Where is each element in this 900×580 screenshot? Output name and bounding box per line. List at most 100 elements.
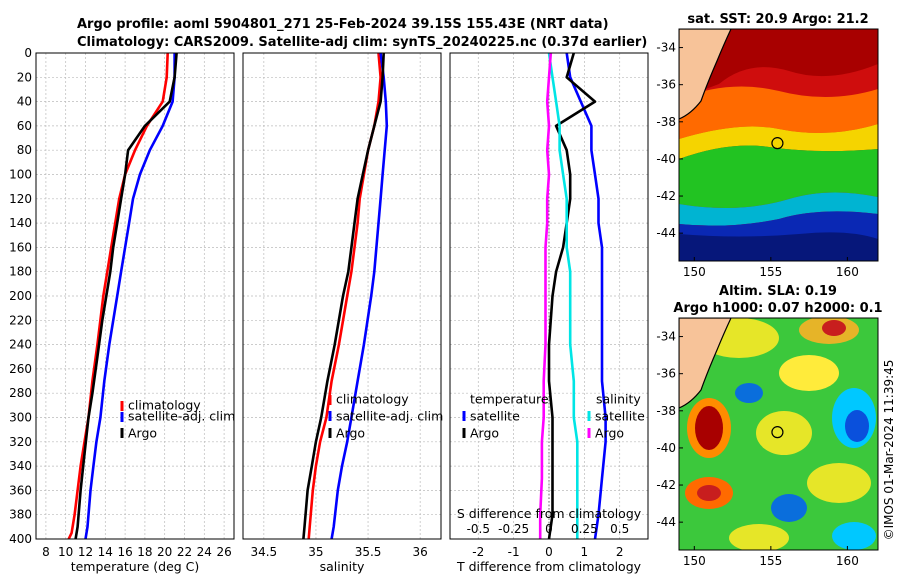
sla-ytick-0: -34	[656, 330, 676, 344]
temp-ytick-11: 220	[9, 313, 32, 327]
sla-ytick-2: -38	[656, 404, 676, 418]
temp-series-satellite-adj-clim	[84, 53, 176, 540]
sal-series-satellite-adj-clim	[330, 52, 389, 540]
diff-xtick-0: -2	[472, 545, 484, 559]
temp-xtick-1: 10	[58, 545, 73, 559]
sla-heatmap	[679, 318, 878, 550]
difference-panel: -2 -1 0 1 2 -0.5 -0.25 0 0.25 0.5 S difference f…	[449, 52, 649, 574]
legend-label-satellite: satellite-adj. clim	[128, 409, 235, 424]
salinity-axes-frame	[242, 52, 442, 540]
footer-timestamp: ©IMOS 01-Mar-2024 11:39:45	[882, 360, 896, 541]
sla-map-frame	[678, 317, 879, 551]
sla-anomaly-4	[779, 355, 839, 391]
sst-ytick-0: -34	[656, 41, 676, 55]
sst-map-title: sat. SST: 20.9 Argo: 21.2	[687, 12, 868, 27]
sst-ytick-3: -40	[656, 152, 676, 166]
temp-xtick-3: 14	[98, 545, 113, 559]
temp-ytick-15: 300	[9, 411, 32, 425]
temp-xtick-4: 16	[117, 545, 132, 559]
temp-ytick-9: 180	[9, 265, 32, 279]
sla-anomaly-11	[807, 463, 871, 503]
temp-ytick-18: 360	[9, 483, 32, 497]
sla-anomaly-13	[697, 485, 721, 501]
diff-top-xtick-2: 0	[545, 522, 553, 536]
sla-xtick-2: 160	[836, 554, 859, 568]
sst-ytick-2: -38	[656, 115, 676, 129]
sst-map-frame	[678, 28, 879, 262]
legend-label-s-satellite: satellite	[595, 409, 645, 424]
legend-header-temperature: temperature	[470, 392, 549, 407]
diff-series-t-satellite	[565, 52, 607, 540]
diff-xtick-2: 0	[545, 545, 553, 559]
temperature-xlabel: temperature (deg C)	[71, 559, 200, 574]
temp-ytick-8: 160	[9, 240, 32, 254]
legend-label-s-argo: Argo	[595, 426, 624, 441]
temp-ytick-7: 140	[9, 216, 32, 230]
temp-ytick-19: 380	[9, 508, 32, 522]
temp-ytick-6: 120	[9, 192, 32, 206]
temp-ytick-17: 340	[9, 459, 32, 473]
temp-xtick-8: 24	[197, 545, 212, 559]
temp-series-argo	[74, 52, 178, 540]
difference-axes-frame	[449, 52, 649, 540]
temp-xtick-7: 22	[177, 545, 192, 559]
s-difference-xlabel: S difference from climatology	[457, 506, 642, 521]
temp-ytick-3: 60	[17, 119, 32, 133]
t-difference-xlabel: T difference from climatology	[456, 559, 642, 574]
diff-xtick-1: -1	[508, 545, 520, 559]
temp-ytick-13: 260	[9, 362, 32, 376]
salinity-xlabel: salinity	[320, 559, 365, 574]
temp-ytick-12: 240	[9, 338, 32, 352]
sla-anomaly-16	[832, 522, 876, 550]
sst-orange-band	[679, 86, 878, 139]
diff-xtick-3: 1	[581, 545, 589, 559]
salinity-difference-legend: salinity satellite Argo	[587, 392, 645, 441]
temp-xtick-6: 20	[157, 545, 172, 559]
sla-map-title-line-2: Argo h1000: 0.07 h2000: 0.1	[673, 301, 882, 316]
sst-land-mask	[679, 29, 732, 120]
sla-anomaly-15	[729, 524, 789, 550]
sla-xtick-0: 150	[683, 554, 706, 568]
salinity-legend: climatology satellite-adj. clim Argo	[328, 392, 443, 441]
legend-label-argo: Argo	[128, 426, 157, 441]
temp-ytick-4: 80	[17, 143, 32, 157]
temp-xtick-2: 12	[78, 545, 93, 559]
legend-header-salinity: salinity	[596, 392, 641, 407]
title-line-1: Argo profile: aoml 5904801_271 25-Feb-20…	[77, 17, 609, 32]
sst-argo-location-marker	[771, 137, 784, 150]
diff-top-xtick-4: 0.5	[610, 522, 629, 536]
sst-xtick-2: 160	[836, 265, 859, 279]
legend-label-climatology: climatology	[128, 398, 201, 413]
sla-ytick-3: -40	[656, 441, 676, 455]
sst-deep-cold-region	[679, 232, 878, 261]
sal-xtick-2: 35.5	[355, 545, 382, 559]
sla-xtick-1: 155	[759, 554, 782, 568]
sla-anomaly-10	[735, 383, 763, 403]
temperature-panel: 0 20 40 60 80 100 120 140 160 180 200 220 240 260 280 3…	[9, 46, 235, 574]
sla-anomaly-3	[822, 320, 846, 336]
sst-yellow-band	[679, 124, 878, 159]
legend-label-t-argo: Argo	[470, 426, 499, 441]
sla-anomaly-6	[695, 406, 723, 450]
diff-top-xtick-1: -0.25	[498, 522, 529, 536]
sla-ytick-4: -42	[656, 478, 676, 492]
sla-ytick-5: -44	[656, 515, 676, 529]
temp-ytick-20: 400	[9, 532, 32, 546]
temp-ytick-2: 40	[17, 95, 32, 109]
temp-xtick-9: 26	[216, 545, 231, 559]
legend-label-argo-sal: Argo	[336, 426, 365, 441]
diff-series-s-satellite	[547, 52, 579, 539]
diff-series-t-argo	[547, 52, 597, 540]
temp-ytick-16: 320	[9, 435, 32, 449]
sla-ytick-1: -36	[656, 367, 676, 381]
sal-xtick-3: 36	[413, 545, 428, 559]
sla-anomaly-14	[771, 494, 807, 522]
sal-xtick-0: 34.5	[250, 545, 277, 559]
sst-cyan-band	[679, 192, 878, 226]
sla-argo-location-marker	[771, 426, 784, 439]
salinity-panel: 34.5 35 35.5 36 salinity climatology satell…	[242, 52, 443, 574]
temp-xtick-5: 18	[137, 545, 152, 559]
sst-xtick-0: 150	[683, 265, 706, 279]
temperature-difference-legend: temperature satellite Argo	[462, 392, 549, 441]
sst-ytick-1: -36	[656, 78, 676, 92]
